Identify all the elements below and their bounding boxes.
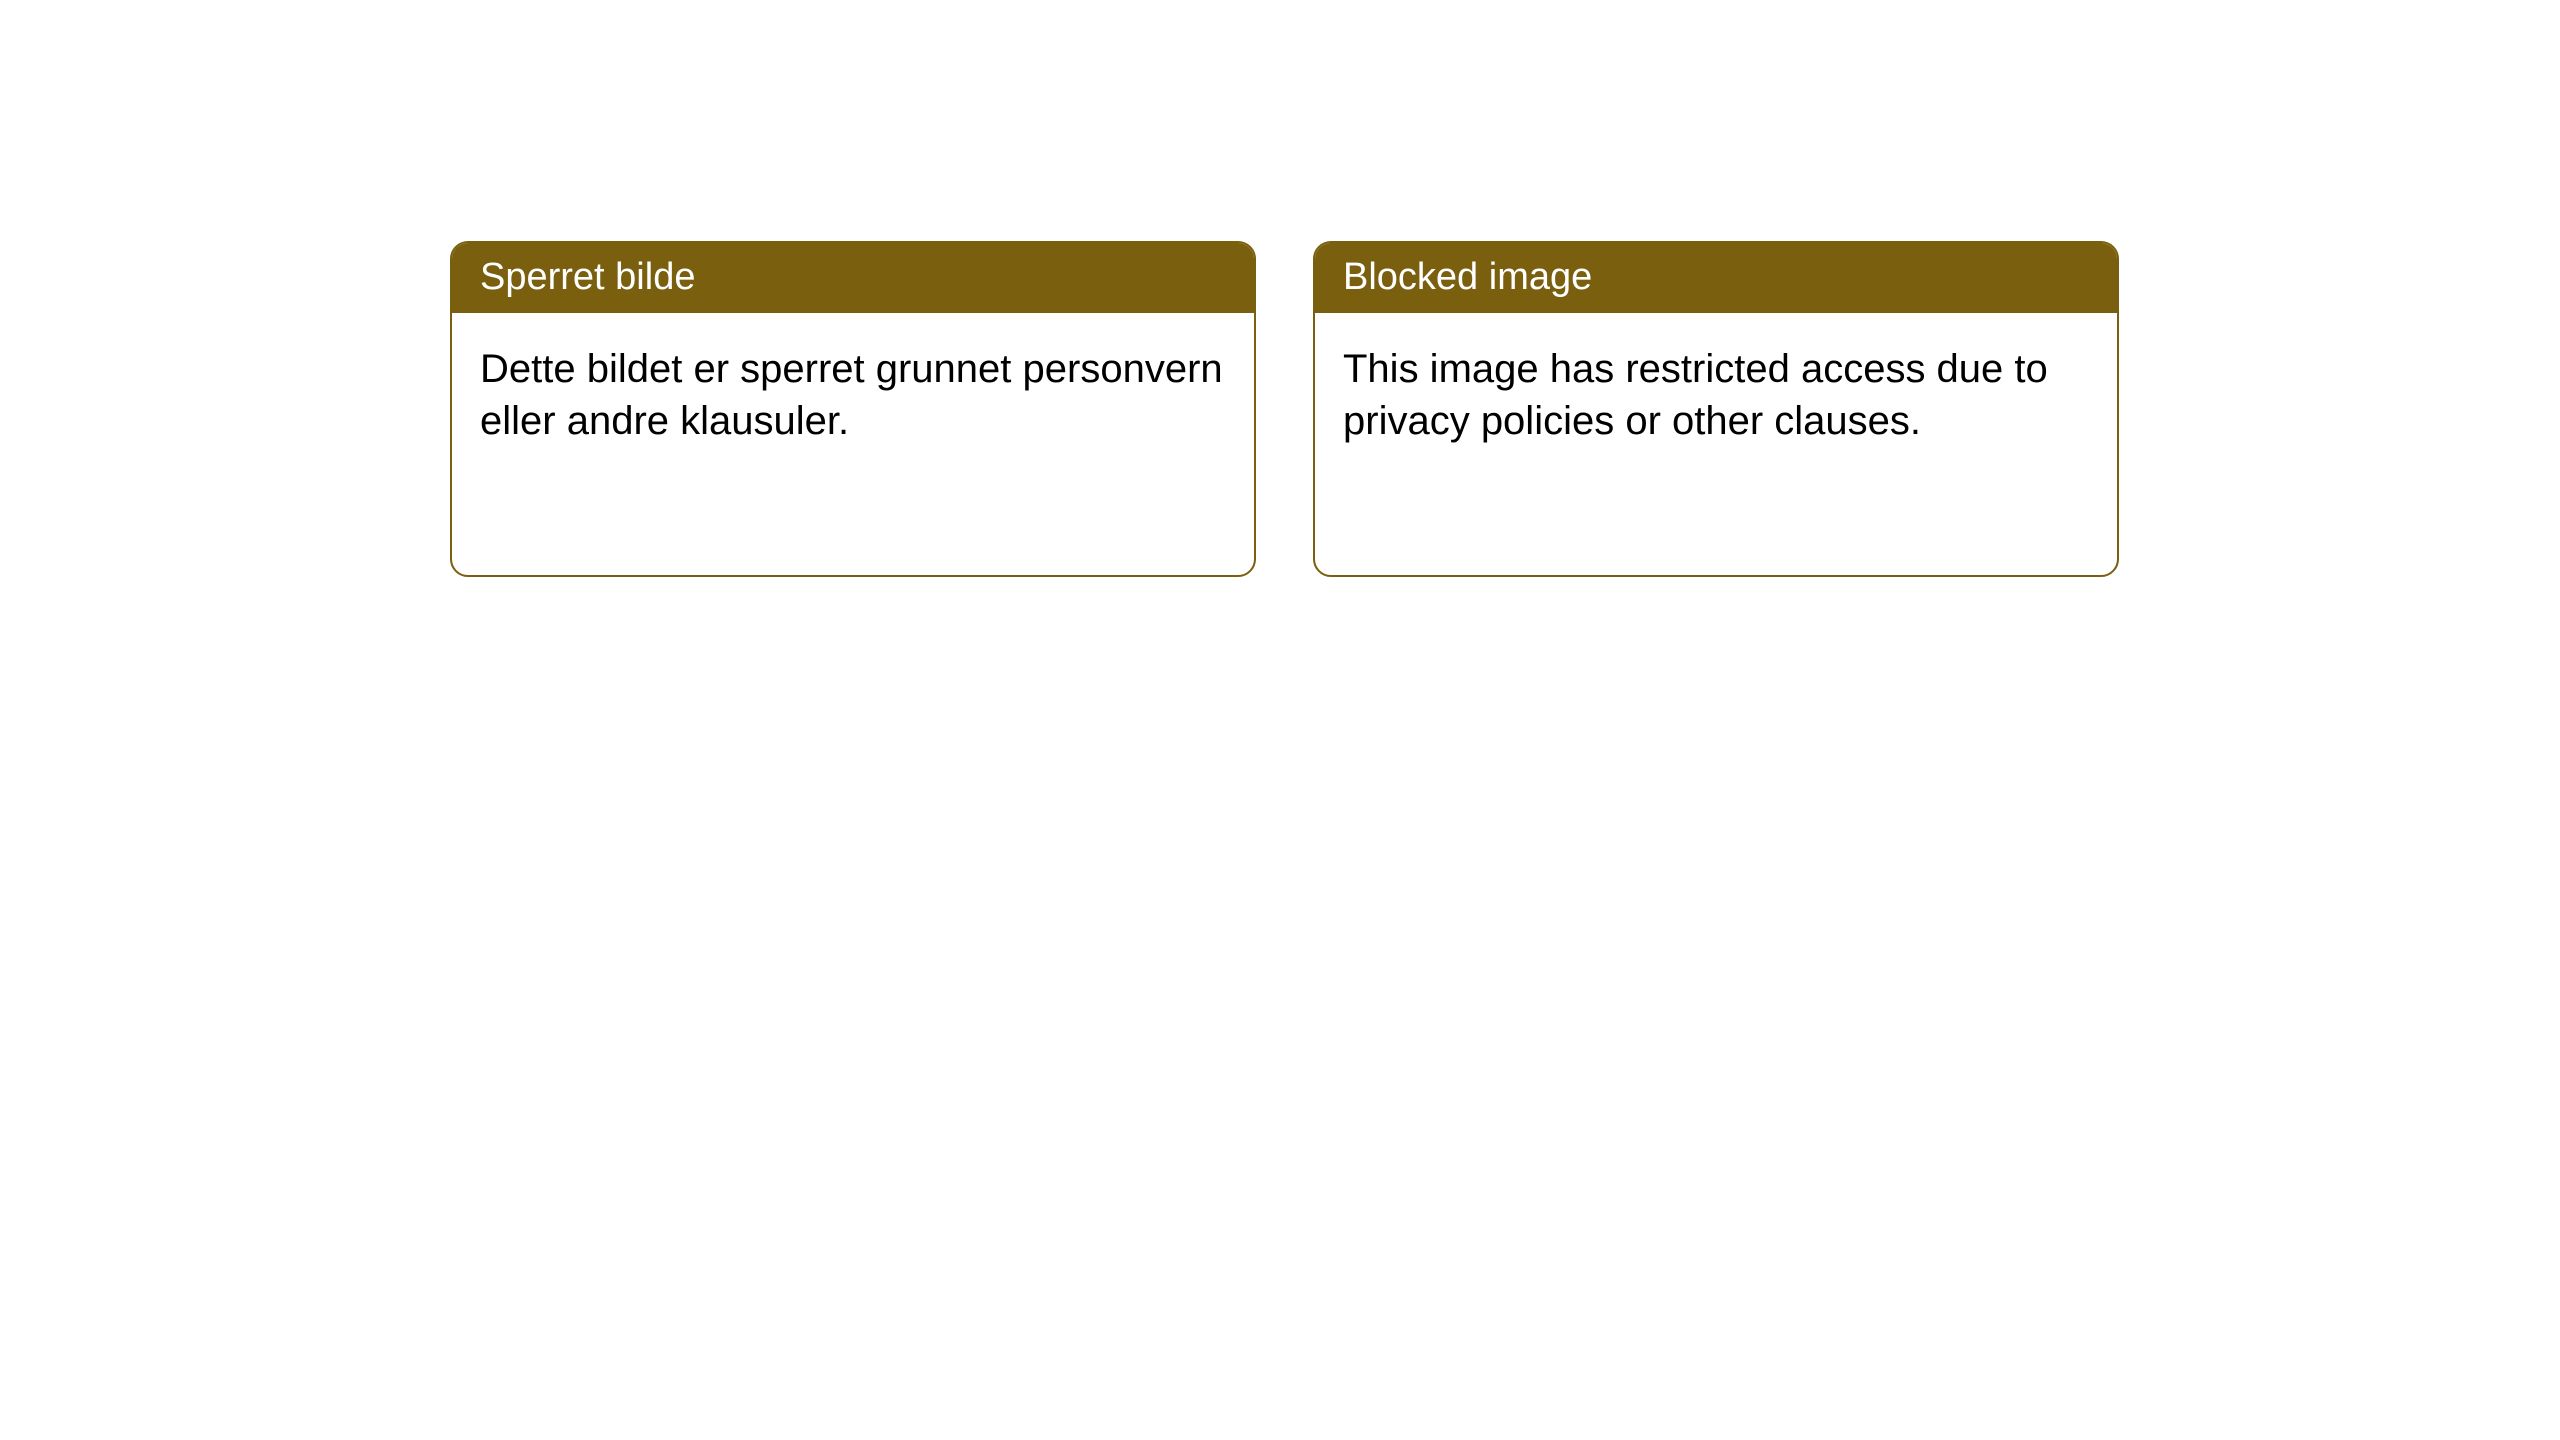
blocked-image-card-en: Blocked image This image has restricted … <box>1313 241 2119 577</box>
card-header: Sperret bilde <box>452 243 1254 313</box>
notice-cards-container: Sperret bilde Dette bildet er sperret gr… <box>450 241 2119 577</box>
blocked-image-card-no: Sperret bilde Dette bildet er sperret gr… <box>450 241 1256 577</box>
card-body: This image has restricted access due to … <box>1315 313 2117 477</box>
card-body: Dette bildet er sperret grunnet personve… <box>452 313 1254 477</box>
card-header: Blocked image <box>1315 243 2117 313</box>
